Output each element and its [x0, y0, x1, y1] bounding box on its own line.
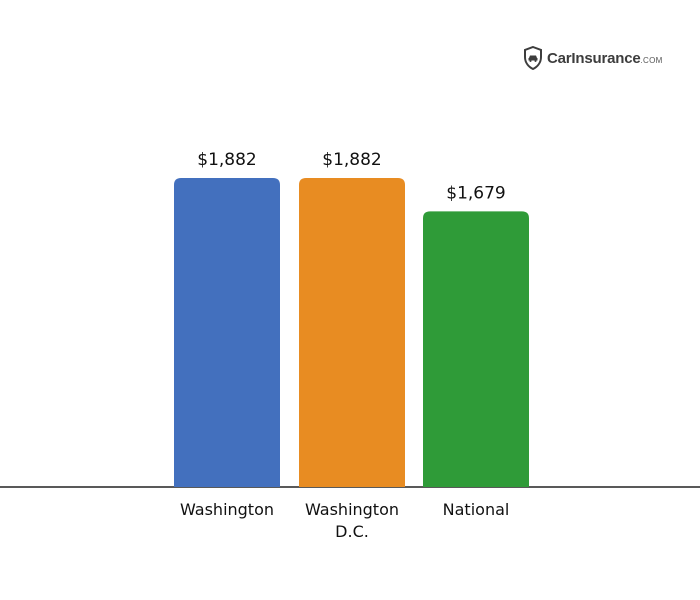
- bars-group: [174, 178, 529, 488]
- brand-wordmark: CarInsurance.COM: [547, 50, 663, 67]
- category-label-2: National: [443, 500, 510, 519]
- brand-name: CarInsurance: [547, 49, 641, 67]
- value-label-1: $1,882: [322, 150, 381, 170]
- value-label-0: $1,882: [197, 150, 256, 170]
- category-label-0: Washington: [180, 500, 274, 519]
- value-labels-group: $1,882 $1,882 $1,679: [197, 150, 505, 203]
- value-label-2: $1,679: [446, 183, 505, 203]
- category-label-1: Washington D.C.: [305, 500, 399, 541]
- category-label-line: D.C.: [335, 522, 369, 541]
- bar-1: [299, 178, 405, 487]
- bar-0: [174, 178, 280, 487]
- category-label-line: National: [443, 500, 510, 519]
- brand-logo: CarInsurance.COM: [524, 44, 663, 72]
- category-labels-group: Washington Washington D.C. National: [180, 500, 509, 541]
- shield-car-icon: [524, 46, 542, 70]
- bar-2: [423, 211, 529, 488]
- brand-suffix: .COM: [640, 55, 663, 65]
- category-label-line: Washington: [180, 500, 274, 519]
- category-label-line: Washington: [305, 500, 399, 519]
